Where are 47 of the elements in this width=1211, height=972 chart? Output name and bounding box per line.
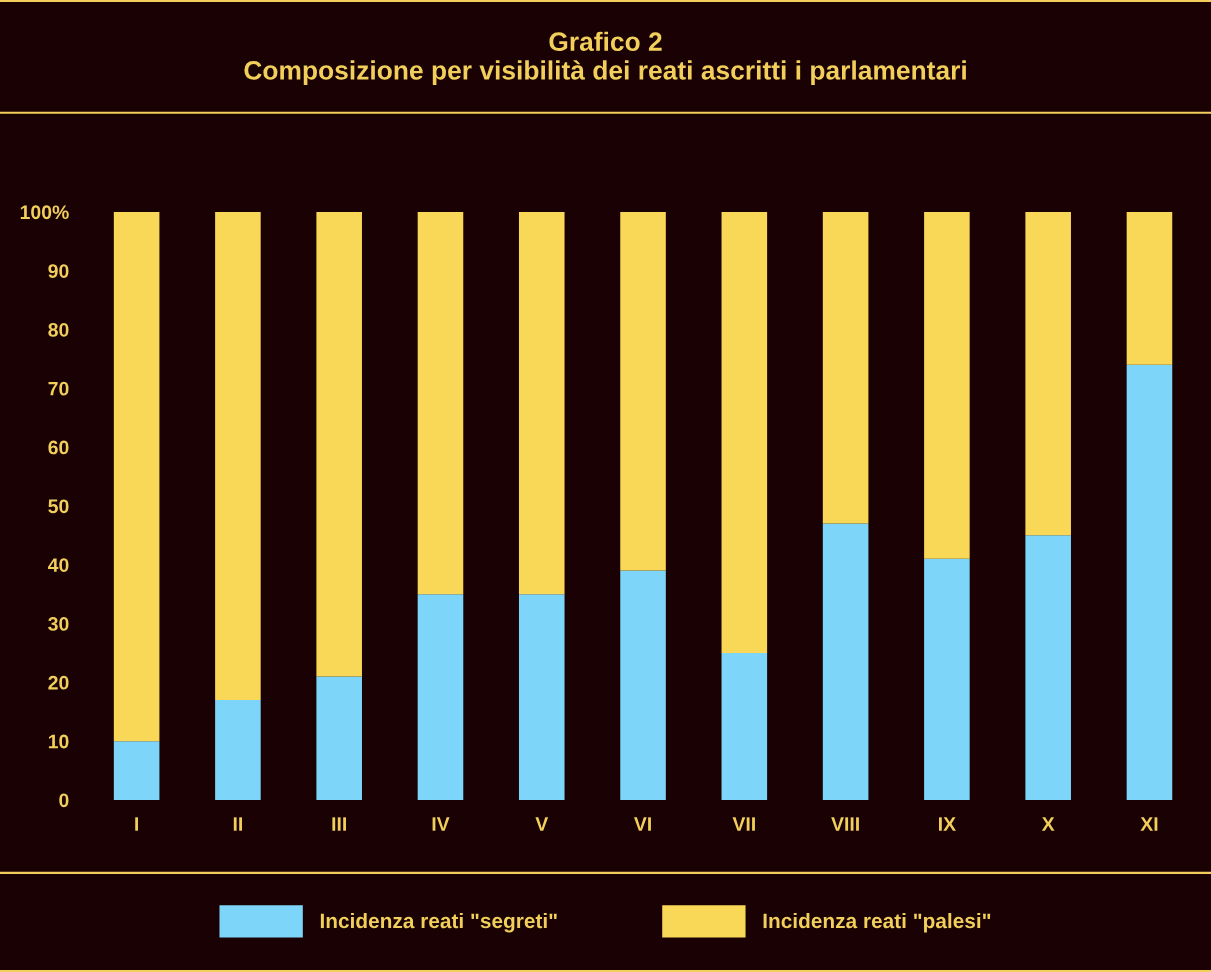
bar — [1025, 535, 1071, 800]
x-tick-label: II — [233, 817, 243, 831]
bar — [721, 211, 768, 653]
legend-label: Incidenza reati "segreti" — [320, 912, 557, 933]
y-tick-label: 10 — [48, 734, 69, 749]
bar — [518, 594, 565, 800]
x-tick-label: I — [135, 817, 139, 831]
bar — [822, 523, 869, 800]
chart-title: Grafico 2 Composizione per visibilità dei reati ascritti i parlamentari — [244, 31, 966, 85]
bar — [620, 211, 666, 571]
bar — [721, 652, 768, 800]
bar — [417, 594, 464, 800]
bar — [113, 741, 160, 800]
bar — [215, 699, 261, 800]
bar — [1126, 211, 1173, 365]
bar — [518, 211, 565, 595]
bar — [924, 211, 970, 559]
x-tick-label: VIII — [831, 817, 859, 831]
y-tick-label: 30 — [48, 617, 69, 631]
y-tick-label: 100% — [20, 205, 69, 220]
x-tick-label: XI — [1140, 817, 1158, 831]
y-tick-label: 70 — [48, 381, 69, 396]
x-tick-label: III — [332, 817, 346, 831]
y-tick-label: 60 — [48, 440, 69, 455]
bar — [316, 676, 362, 800]
bar — [1126, 364, 1173, 800]
y-tick-label: 80 — [48, 322, 69, 337]
bar — [316, 211, 362, 677]
x-tick-label: V — [535, 817, 549, 831]
bar — [417, 211, 464, 595]
bar — [113, 211, 160, 742]
y-tick-label: 20 — [48, 675, 69, 690]
y-tick-label: 40 — [47, 558, 69, 572]
bar — [924, 558, 970, 800]
y-tick-label: 0 — [59, 793, 69, 808]
x-tick-label: VI — [633, 817, 651, 831]
x-tick-label: VII — [732, 817, 755, 831]
bar — [620, 570, 666, 800]
bar — [822, 211, 869, 524]
y-tick-label: 50 — [48, 499, 69, 514]
legend-label: Incidenza reati "palesi" — [763, 912, 991, 933]
x-tick-label: IX — [939, 817, 956, 831]
y-tick-label: 90 — [48, 264, 69, 278]
x-tick-label: IV — [432, 817, 450, 831]
bar — [215, 211, 261, 700]
bar — [1025, 211, 1071, 536]
x-tick-label: X — [1041, 817, 1055, 831]
